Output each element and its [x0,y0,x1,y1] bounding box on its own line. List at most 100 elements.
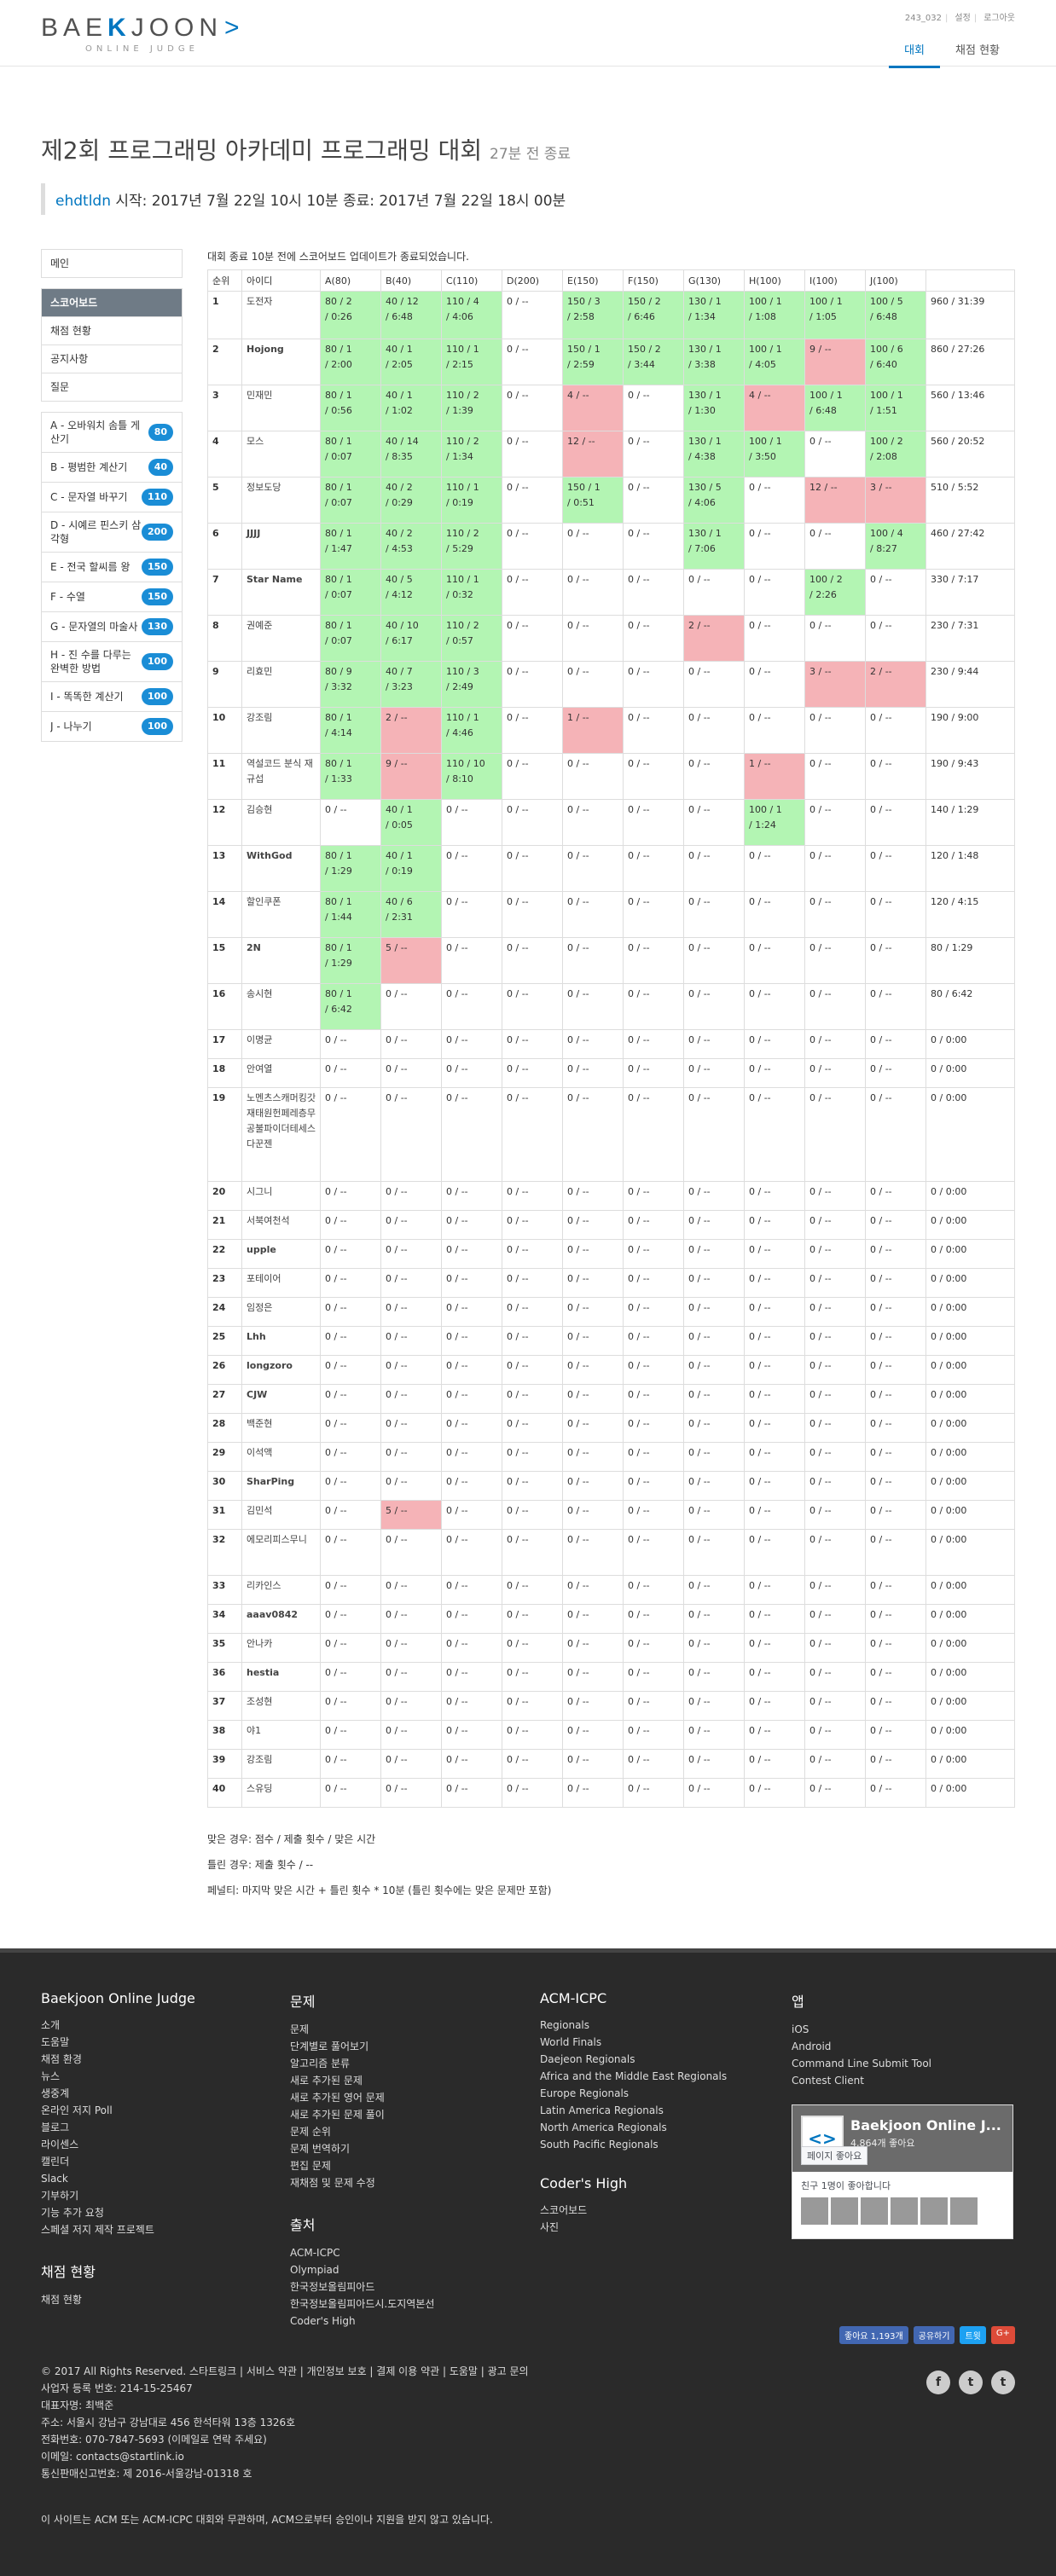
site-logo[interactable]: BAE K JOON > ONLINE JUDGE [41,15,245,55]
twitter-icon[interactable]: t [959,2370,983,2394]
user-id-cell[interactable]: upple [241,1239,321,1269]
sidebar-problem-item[interactable]: J - 나누기 100 [42,712,182,741]
user-id-cell[interactable]: hestia [241,1662,321,1692]
sidebar-problem-item[interactable]: A - 오바워치 솜틀 게산기 80 [42,413,182,453]
user-id-cell[interactable]: 모스 [241,431,321,478]
footer-link[interactable]: Android [792,2041,832,2052]
user-id-cell[interactable]: SharPing [241,1471,321,1501]
logout-link[interactable]: 로그아웃 [983,14,1015,23]
settings-link[interactable]: 설정 [954,14,971,23]
footer-link[interactable]: 문제 [290,2023,310,2035]
footer-link[interactable]: 캘린더 [41,2156,70,2168]
fb-page-name[interactable]: Baekjoon Online J... [850,2117,1001,2133]
user-id-cell[interactable]: 김민석 [241,1500,321,1530]
footer-link[interactable]: 뉴스 [41,2070,61,2082]
user-id-cell[interactable]: Hojong [241,339,321,385]
footer-link[interactable]: 도움말 [41,2036,70,2048]
footer-link[interactable]: 문제 번역하기 [290,2143,351,2155]
user-id-cell[interactable]: WithGod [241,845,321,892]
user-id-cell[interactable]: 시그니 [241,1181,321,1211]
footer-link[interactable]: Daejeon Regionals [540,2053,635,2065]
fb-like-button[interactable]: 페이지 좋아요 [801,2146,868,2165]
user-id-cell[interactable]: 할인쿠폰 [241,891,321,938]
footer-link[interactable]: Coder's High [290,2315,356,2327]
footer-link[interactable]: Command Line Submit Tool [792,2058,932,2069]
footer-link[interactable]: 채점 현황 [41,2294,82,2306]
footer-link[interactable]: 온라인 저지 Poll [41,2104,113,2116]
user-id-cell[interactable]: 백준현 [241,1413,321,1443]
footer-link[interactable]: Slack [41,2173,68,2185]
user-id-cell[interactable]: 야1 [241,1720,321,1750]
fb-like-share-button[interactable]: 좋아요 1,193개 [839,2326,908,2344]
sidebar-problem-item[interactable]: C - 문자열 바꾸기 110 [42,483,182,512]
sidebar-item-main[interactable]: 메인 [50,258,70,269]
sidebar-item-scoreboard[interactable]: 스코어보드 [42,289,182,317]
footer-link[interactable]: 재채점 및 문제 수정 [290,2177,375,2189]
footer-link[interactable]: 블로그 [41,2122,70,2133]
nav-status[interactable]: 채점 현황 [955,44,1000,57]
facebook-icon[interactable]: f [926,2370,950,2394]
footer-link[interactable]: Regionals [540,2019,590,2031]
footer-link[interactable]: 알고리즘 분류 [290,2058,351,2069]
footer-link[interactable]: 문제 순위 [290,2126,331,2138]
footer-link[interactable]: 새로 추가된 영어 문제 [290,2092,385,2104]
user-id-cell[interactable]: 조성현 [241,1691,321,1721]
footer-link[interactable]: Africa and the Middle East Regionals [540,2070,728,2082]
user-id-cell[interactable]: aaav0842 [241,1604,321,1634]
user-id-cell[interactable]: 리카인스 [241,1575,321,1605]
user-id-cell[interactable]: 안나카 [241,1633,321,1663]
footer-link[interactable]: South Pacific Regionals [540,2139,659,2151]
user-id-cell[interactable]: 강조림 [241,1749,321,1779]
user-id-cell[interactable]: Star Name [241,569,321,616]
user-id-cell[interactable]: 스유딩 [241,1778,321,1808]
user-id-cell[interactable]: 역설코드 분식 재규섭 [241,753,321,800]
user-id-cell[interactable]: 정보도당 [241,477,321,524]
footer-link[interactable]: 스페셜 저지 제작 프로젝트 [41,2224,154,2236]
user-id-cell[interactable]: 도전자 [241,291,321,339]
footer-link[interactable]: 편집 문제 [290,2160,331,2172]
sidebar-item-question[interactable]: 질문 [50,381,70,393]
tumblr-icon[interactable]: t [991,2370,1015,2394]
footer-link[interactable]: 소개 [41,2019,61,2031]
sidebar-problem-item[interactable]: E - 전국 할씨름 왕 150 [42,553,182,582]
user-id-cell[interactable]: 포테이어 [241,1268,321,1298]
tweet-button[interactable]: 트윗 [960,2326,986,2344]
footer-link[interactable]: 기능 추가 요청 [41,2207,104,2219]
footer-link[interactable]: North America Regionals [540,2122,667,2133]
footer-link[interactable]: Latin America Regionals [540,2104,664,2116]
user-id-cell[interactable]: Lhh [241,1326,321,1356]
footer-link[interactable]: Olympiad [290,2264,339,2276]
sidebar-problem-item[interactable]: I - 똑똑한 계산기 100 [42,682,182,712]
gplus-button[interactable]: G+ [990,2326,1015,2344]
user-id-cell[interactable]: 송시현 [241,983,321,1030]
user-id-cell[interactable]: 안여열 [241,1058,321,1088]
sidebar-item-notice[interactable]: 공지사항 [42,345,182,373]
user-id-cell[interactable]: 민재민 [241,385,321,431]
footer-link[interactable]: 단계별로 풀어보기 [290,2041,369,2052]
footer-link[interactable]: iOS [792,2023,809,2035]
footer-link[interactable]: World Finals [540,2036,602,2048]
user-id-cell[interactable]: JJJJ [241,523,321,570]
user-id-cell[interactable]: 서북여천석 [241,1210,321,1240]
footer-link[interactable]: Contest Client [792,2075,864,2087]
user-id-cell[interactable]: 리효민 [241,661,321,708]
footer-link[interactable]: 기부하기 [41,2190,79,2202]
facebook-widget[interactable]: <> Baekjoon Online J... 4,864개 좋아요 페이지 좋… [792,2104,1013,2239]
sidebar-problem-item[interactable]: D - 시예르 핀스키 삼각형 200 [42,512,182,553]
footer-link[interactable]: 생중계 [41,2087,70,2099]
user-id-cell[interactable]: 임정은 [241,1297,321,1327]
user-id-cell[interactable]: 에모리피스무니 [241,1529,321,1576]
user-id-cell[interactable]: longzoro [241,1355,321,1385]
user-id-cell[interactable]: 강조림 [241,707,321,754]
sidebar-problem-item[interactable]: H - 진 수를 다루는 완벽한 방법 100 [42,642,182,682]
user-id-cell[interactable]: 김승현 [241,799,321,846]
footer-link[interactable]: 사진 [540,2221,560,2233]
user-id-cell[interactable]: 노멘츠스캐머킹갓재태원헌페레층무공불파이더테세스다꾼젠 [241,1087,321,1182]
footer-link[interactable]: Europe Regionals [540,2087,630,2099]
nav-contest[interactable]: 대회 [889,38,941,68]
footer-link[interactable]: 스코어보드 [540,2204,588,2216]
footer-link[interactable]: 라이센스 [41,2139,79,2151]
user-id-link[interactable]: 243_032 [904,14,943,23]
footer-link[interactable]: ACM-ICPC [290,2247,340,2259]
footer-link[interactable]: 한국정보올림피아드시.도지역본선 [290,2298,435,2310]
